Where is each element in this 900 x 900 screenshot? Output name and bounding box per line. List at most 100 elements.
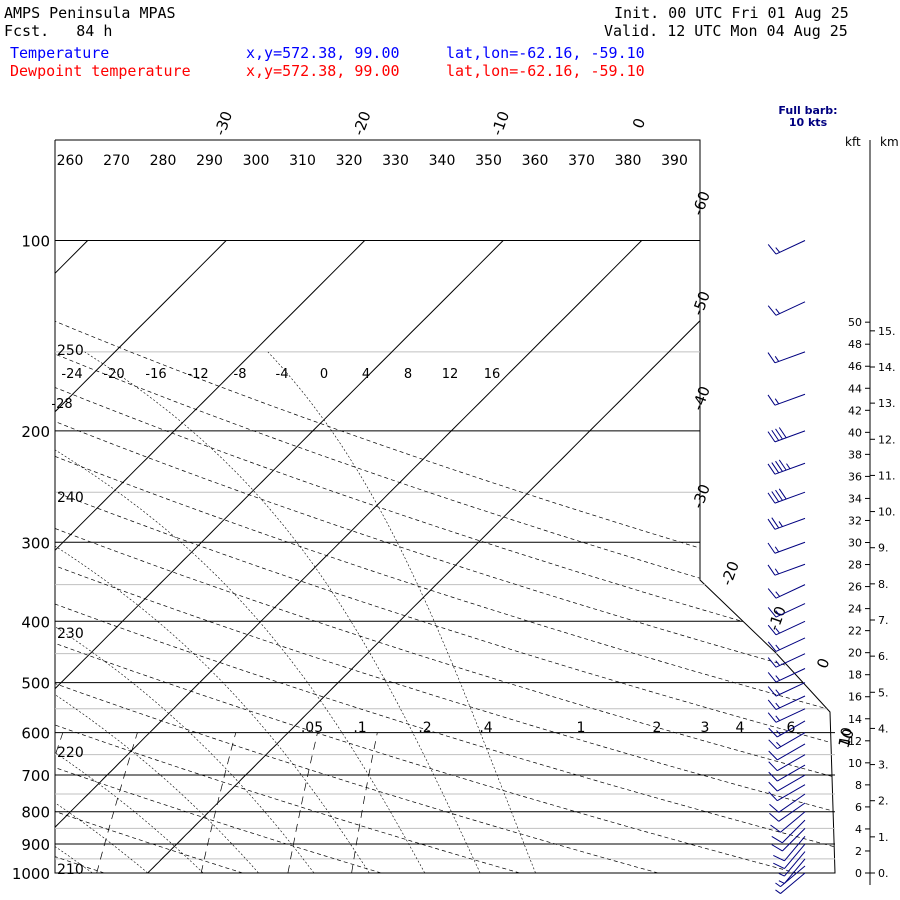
- wind-barb-half-flag: [775, 660, 781, 666]
- wind-barb-flag: [768, 739, 778, 750]
- theta-label: 270: [103, 153, 130, 169]
- isotherm-line: [147, 240, 781, 873]
- wind-note-label: 10 kts: [789, 116, 828, 129]
- wind-barb-flag: [768, 761, 778, 772]
- dry-adiabat-label: 240: [57, 490, 84, 506]
- wind-barb-staff: [780, 811, 806, 833]
- wind-barb-half-flag: [775, 628, 781, 634]
- moist-adiabat-line: [55, 351, 315, 873]
- wind-barb-flag: [778, 427, 787, 439]
- moist-adiabat-line: [55, 351, 259, 873]
- wind-barb-flag: [778, 488, 787, 500]
- wind-barb-staff: [778, 802, 806, 822]
- pressure-tick-label: 200: [21, 423, 50, 441]
- moist-adiabat-label: -16: [145, 367, 166, 382]
- theta-label: 350: [475, 153, 502, 169]
- wind-barb-flag: [775, 460, 783, 472]
- wind-barb: [767, 682, 806, 697]
- wind-barb-staff: [775, 301, 806, 316]
- wind-barb-flag: [767, 463, 776, 475]
- wind-barb-flag: [767, 352, 776, 364]
- valid-time: Valid. 12 UTC Mon 04 Aug 25: [604, 22, 848, 40]
- wind-barb-staff: [784, 835, 806, 862]
- mixing-ratio-label: 1: [577, 720, 586, 736]
- kft-tick-label: 48: [848, 338, 862, 351]
- legend-dewpoint-latlon: lat,lon=-62.16, -59.10: [446, 62, 645, 80]
- kft-tick-label: 24: [848, 603, 862, 616]
- wind-barb-staff: [775, 708, 806, 723]
- theta-label: 330: [382, 153, 409, 169]
- isotherm-label: -60: [689, 189, 714, 218]
- dry-adiabat-line: [55, 240, 835, 873]
- pressure-tick-label: 400: [21, 613, 50, 631]
- isotherm-label: 0: [813, 656, 833, 671]
- pressure-tick-label: 1000: [12, 865, 50, 883]
- wind-barb: [769, 802, 806, 822]
- isotherm-line: [55, 240, 366, 873]
- km-tick-label: 1.: [878, 831, 889, 844]
- wind-barb-staff: [774, 430, 806, 443]
- wind-barb: [767, 488, 806, 504]
- wind-barb-flag: [767, 712, 777, 723]
- wind-barb: [767, 563, 806, 576]
- mixing-ratio-line: [351, 732, 378, 873]
- moist-adiabat-label: -4: [276, 367, 289, 382]
- wind-barb: [768, 754, 806, 772]
- wind-barb-flag: [768, 727, 778, 738]
- mixing-ratio-label: .2: [418, 720, 431, 736]
- wind-barb-staff: [782, 819, 806, 844]
- wind-barb: [767, 393, 806, 406]
- wind-barb-half-flag: [776, 730, 782, 736]
- wind-barb-half-flag: [775, 308, 781, 314]
- isotherm-label: 10: [835, 726, 858, 750]
- wind-barb: [778, 851, 806, 877]
- pressure-tick-label: 800: [21, 804, 50, 822]
- dry-adiabat-label: 230: [57, 626, 84, 642]
- kft-tick-label: 20: [848, 647, 862, 660]
- kft-tick-label: 40: [848, 426, 862, 439]
- wind-barb: [767, 668, 806, 683]
- kft-tick-label: 50: [848, 316, 862, 329]
- wind-barb-staff: [782, 828, 806, 852]
- wind-barb-staff: [777, 732, 806, 750]
- dry-adiabat-label: 210: [57, 862, 84, 878]
- theta-label: 280: [150, 153, 177, 169]
- legend-temperature-xy: x,y=572.38, 99.00: [246, 44, 400, 62]
- legend-dewpoint-label: Dewpoint temperature: [10, 62, 191, 80]
- wind-barb-half-flag: [775, 644, 781, 651]
- wind-barb-half-flag: [778, 872, 785, 877]
- moist-adiabat-line: [267, 351, 536, 873]
- isotherm-label: -10: [488, 109, 513, 138]
- mixing-ratio-line: [96, 732, 138, 873]
- wind-barb-flag: [767, 518, 776, 530]
- wind-barb: [767, 517, 806, 530]
- kft-tick-label: 8: [855, 779, 862, 792]
- wind-barb-flag: [775, 489, 783, 501]
- wind-barb-flag: [767, 641, 777, 652]
- theta-label: 310: [289, 153, 316, 169]
- wind-barb-flag: [769, 812, 780, 822]
- moist-adiabat-label: -8: [234, 367, 247, 382]
- wind-barb-half-flag: [774, 568, 780, 575]
- wind-barb: [770, 811, 806, 833]
- wind-barb-flag: [767, 607, 777, 618]
- mixing-ratio-line: [0, 733, 12, 873]
- wind-barb-flag: [775, 428, 783, 440]
- wind-barb-flag: [778, 459, 787, 471]
- wind-barb: [768, 720, 806, 738]
- wind-barb-staff: [774, 491, 806, 504]
- wind-barb-half-flag: [774, 546, 780, 553]
- dry-adiabat-line: [55, 240, 520, 873]
- wind-barb-flag: [771, 491, 780, 503]
- dry-adiabat-label: 220: [57, 745, 84, 761]
- wind-barb-staff: [777, 743, 806, 761]
- wind-barb-flag: [767, 305, 777, 316]
- wind-barb-staff: [775, 637, 806, 652]
- km-tick-label: 4.: [878, 722, 889, 735]
- km-tick-label: 7.: [878, 614, 889, 627]
- wind-barb: [768, 743, 806, 761]
- kft-tick-label: 10: [848, 757, 862, 770]
- wind-barb-flag: [771, 835, 783, 844]
- wind-barb-flag: [768, 781, 778, 792]
